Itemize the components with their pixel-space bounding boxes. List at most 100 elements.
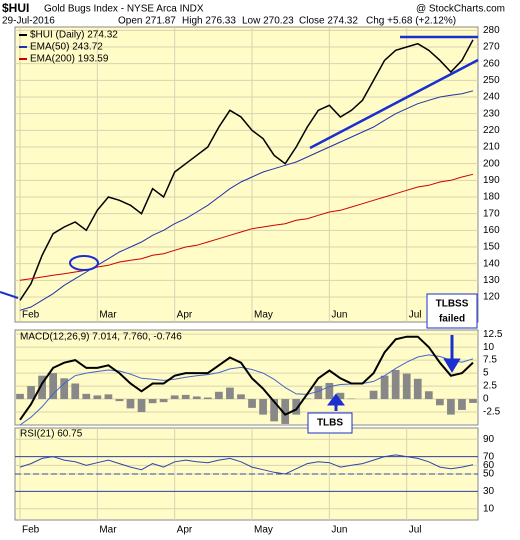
x-tick-label: Jun: [331, 525, 347, 536]
histogram-bar: [104, 394, 113, 400]
histogram-bar: [314, 386, 323, 400]
histogram-bar: [248, 399, 256, 408]
histogram-bar: [215, 391, 223, 400]
date: 29-Jul-2016: [2, 16, 55, 27]
y-tick-label: 280: [483, 25, 500, 36]
histogram-bar: [82, 393, 91, 400]
line: [19, 39, 474, 301]
legend-label: EMA(200) 193.59: [30, 54, 109, 65]
histogram-bar: [380, 375, 389, 400]
y-tick-label: 30: [483, 486, 495, 497]
y-tick-label: 190: [483, 175, 500, 186]
y-tick-label: 90: [483, 434, 495, 445]
histogram-bar: [126, 399, 135, 409]
histogram-bar: [226, 387, 234, 400]
y-tick-label: 5: [483, 368, 489, 379]
y-tick-label: 180: [483, 192, 500, 203]
histogram-bar: [292, 399, 301, 415]
price-panel: [14, 26, 479, 323]
x-tick-label: Apr: [177, 310, 193, 321]
y-tick-label: 200: [483, 158, 500, 169]
x-tick-label: Apr: [177, 525, 193, 536]
histogram-bar: [137, 399, 146, 413]
quote: High 276.33: [182, 16, 236, 27]
annotation-box: [307, 412, 353, 434]
annotation: TLBS: [317, 418, 343, 429]
histogram-bar: [203, 397, 212, 400]
y-tick-label: 230: [483, 108, 500, 119]
histogram-bar: [71, 383, 80, 400]
x-tick-label: Feb: [22, 310, 40, 321]
x-tick-label: Mar: [99, 525, 117, 536]
arrow: [327, 393, 345, 411]
x-tick-label: Jul: [409, 310, 422, 321]
line: [19, 335, 474, 421]
quote: Close 274.32: [299, 16, 358, 27]
histogram-bar: [170, 395, 179, 400]
x-tick-label: Mar: [99, 310, 117, 321]
y-tick-label: 270: [483, 42, 500, 53]
histogram-bar: [391, 369, 400, 400]
legend-label: $HUI (Daily) 274.32: [30, 30, 118, 41]
histogram-bar: [303, 398, 312, 400]
histogram-bar: [424, 391, 433, 400]
annotation-box: [426, 293, 478, 329]
histogram-bar: [281, 399, 290, 424]
x-tick-label: May: [254, 525, 273, 536]
x-tick-label: Feb: [22, 525, 40, 536]
histogram-bar: [347, 398, 356, 400]
histogram-bar: [93, 395, 102, 400]
y-tick-label: 170: [483, 208, 500, 219]
y-tick-label: 70: [483, 451, 495, 462]
y-tick-label: 10: [483, 342, 495, 353]
y-tick-label: 10: [483, 503, 495, 514]
x-tick-label: May: [254, 310, 273, 321]
histogram-bar: [38, 375, 46, 400]
trendline: [309, 58, 479, 150]
y-tick-label: 12.5: [483, 329, 503, 340]
histogram-bar: [237, 394, 245, 400]
histogram-bar: [458, 399, 466, 410]
histogram-bar: [413, 378, 422, 400]
y-tick-label: 250: [483, 75, 500, 86]
histogram-bar: [159, 399, 168, 403]
line: [19, 454, 474, 475]
x-tick-label: Jul: [409, 525, 422, 536]
quote: Low 270.23: [242, 16, 294, 27]
arrow: [443, 335, 461, 373]
y-tick-label: 210: [483, 142, 500, 153]
histogram-bar: [402, 373, 411, 400]
y-tick-label: 2.5: [483, 381, 497, 392]
quote: Chg +5.68 (+2.12%): [366, 16, 456, 27]
histogram-bar: [49, 373, 58, 400]
histogram-bar: [469, 399, 477, 403]
histogram-bar: [270, 399, 278, 422]
histogram-bar: [336, 392, 345, 400]
symbol: $HUI: [2, 1, 29, 15]
histogram-bar: [435, 399, 444, 406]
macd-panel: [14, 329, 479, 426]
histogram-bar: [192, 396, 201, 400]
histogram-bar: [60, 378, 69, 400]
trendline: [0, 291, 19, 299]
y-tick-label: 130: [483, 275, 500, 286]
histogram-bar: [325, 382, 334, 400]
macd-title: MACD(12,26,9) 7.014, 7.760, -0.746: [20, 332, 182, 343]
y-tick-label: 120: [483, 292, 500, 303]
x-tick-label: Jun: [331, 310, 347, 321]
histogram-bar: [16, 393, 24, 400]
y-tick-label: 150: [483, 242, 500, 253]
y-tick-label: 7.5: [483, 355, 497, 366]
histogram-bar: [259, 399, 267, 415]
y-tick-label: 50: [483, 469, 495, 480]
quote: Open 271.87: [118, 16, 176, 27]
histogram-bar: [27, 386, 35, 400]
histogram-bar: [115, 399, 124, 402]
y-tick-label: 60: [483, 460, 495, 471]
title: Gold Bugs Index - NYSE Arca INDX: [44, 4, 204, 15]
histogram-bar: [447, 399, 455, 415]
annotation: TLBSS: [436, 299, 469, 310]
y-tick-label: -2.5: [483, 407, 501, 418]
y-tick-label: 140: [483, 258, 500, 269]
